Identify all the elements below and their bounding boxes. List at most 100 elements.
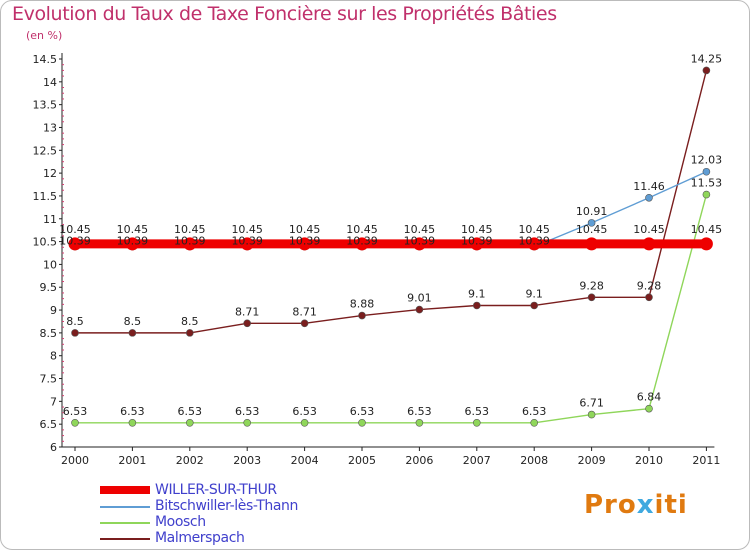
data-point-malmerspach xyxy=(243,319,251,328)
data-point-bitschwiller xyxy=(702,167,711,176)
data-point-moosch xyxy=(415,419,424,427)
series-line-moosch xyxy=(75,194,708,424)
logo-text-b: iti xyxy=(654,490,688,520)
data-label-bitschwiller: 12.03 xyxy=(691,154,723,167)
data-point-moosch xyxy=(243,419,251,427)
data-point-willer xyxy=(125,237,139,251)
chart-title: Evolution du Taux de Taxe Foncière sur l… xyxy=(12,3,557,25)
logo-text-x: x xyxy=(636,490,655,520)
line-chart: 6 6.5 7 7.5 8 8.5 9 9.5 10 10.5 11 11.5 12 12.5 13 13.5… xyxy=(33,52,723,467)
legend: WILLER-SUR-THUR Bitschwiller-lès-Thann M… xyxy=(100,482,380,546)
x-tick-label: 2003 xyxy=(233,454,261,467)
data-label-bitschwiller: 10.39 xyxy=(404,235,436,248)
data-point-malmerspach xyxy=(472,301,481,310)
x-tick-label: 2009 xyxy=(578,454,606,467)
y-tick-label: 6.5 xyxy=(40,418,58,431)
data-label-malmerspach: 8.5 xyxy=(181,315,199,328)
data-point-malmerspach xyxy=(415,305,424,314)
y-tick-label: 13.5 xyxy=(33,99,58,112)
data-label-moosch: 6.71 xyxy=(579,397,604,410)
data-point-willer xyxy=(585,237,599,251)
data-label-willer: 10.45 xyxy=(117,223,149,236)
x-tick-label: 2004 xyxy=(291,454,319,467)
data-label-malmerspach: 8.88 xyxy=(350,298,375,311)
data-point-willer xyxy=(68,237,82,251)
legend-label-moosch: Moosch xyxy=(155,514,206,530)
data-label-malmerspach: 9.1 xyxy=(468,287,486,300)
data-label-willer: 10.45 xyxy=(289,223,321,236)
y-tick-label: 11.5 xyxy=(33,190,58,203)
data-label-moosch: 6.53 xyxy=(465,405,490,418)
data-label-bitschwiller: 10.39 xyxy=(518,235,550,248)
series-line-bitschwiller xyxy=(75,171,707,248)
data-point-moosch xyxy=(186,419,194,427)
data-label-malmerspach: 9.28 xyxy=(579,279,604,292)
logo-text-a: Pro xyxy=(584,490,637,520)
y-tick-label: 9.5 xyxy=(40,281,58,294)
legend-item-willer: WILLER-SUR-THUR xyxy=(100,482,380,498)
data-label-malmerspach: 14.25 xyxy=(691,52,723,65)
data-label-moosch: 6.53 xyxy=(522,405,547,418)
data-label-willer: 10.45 xyxy=(461,223,493,236)
data-label-malmerspach: 8.71 xyxy=(292,305,317,318)
data-point-willer xyxy=(355,237,369,251)
x-tick-label: 2008 xyxy=(520,454,548,467)
x-tick-label: 2001 xyxy=(118,454,146,467)
data-label-bitschwiller: 10.39 xyxy=(289,235,321,248)
x-tick-label: 2011 xyxy=(692,454,720,467)
y-tick-label: 6 xyxy=(50,441,57,454)
data-label-willer: 10.45 xyxy=(404,223,436,236)
data-label-moosch: 11.53 xyxy=(691,177,723,190)
y-tick-label: 8 xyxy=(50,350,57,363)
data-label-willer: 10.45 xyxy=(691,223,723,236)
y-tick-label: 12.5 xyxy=(33,144,58,157)
y-tick-label: 10 xyxy=(43,258,57,271)
x-tick-label: 2007 xyxy=(463,454,491,467)
data-label-bitschwiller: 10.39 xyxy=(461,235,493,248)
data-point-willer xyxy=(642,237,656,251)
data-point-willer xyxy=(412,237,426,251)
y-tick-label: 7.5 xyxy=(40,373,58,386)
legend-swatch-bitschwiller xyxy=(100,506,150,508)
data-point-willer xyxy=(298,237,312,251)
y-tick-label: 12 xyxy=(43,167,57,180)
data-label-malmerspach: 8.5 xyxy=(66,315,84,328)
data-point-willer xyxy=(240,237,254,251)
data-label-malmerspach: 9.28 xyxy=(637,279,662,292)
x-tick-label: 2000 xyxy=(61,454,89,467)
data-label-bitschwiller: 10.39 xyxy=(174,235,206,248)
data-point-malmerspach xyxy=(186,329,194,337)
data-label-moosch: 6.53 xyxy=(178,405,203,418)
data-label-malmerspach: 8.71 xyxy=(235,305,260,318)
y-tick-label: 8.5 xyxy=(40,327,58,340)
data-label-malmerspach: 9.01 xyxy=(407,292,432,305)
data-point-moosch xyxy=(300,419,309,427)
data-label-willer: 10.45 xyxy=(231,223,263,236)
data-point-malmerspach xyxy=(358,311,366,320)
legend-swatch-moosch xyxy=(100,522,150,524)
data-label-moosch: 6.84 xyxy=(637,391,662,404)
data-label-willer: 10.45 xyxy=(59,223,91,236)
x-tick-label: 2010 xyxy=(635,454,663,467)
data-point-malmerspach xyxy=(300,319,309,328)
legend-swatch-malmerspach xyxy=(100,538,150,540)
legend-label-malmerspach: Malmerspach xyxy=(155,530,245,546)
data-point-bitschwiller xyxy=(587,219,596,227)
data-point-malmerspach xyxy=(128,329,137,337)
legend-label-bitschwiller: Bitschwiller-lès-Thann xyxy=(155,498,299,514)
data-label-moosch: 6.53 xyxy=(350,405,375,418)
legend-item-malmerspach: Malmerspach xyxy=(100,530,380,546)
y-tick-label: 13 xyxy=(43,121,57,134)
data-point-moosch xyxy=(530,419,539,427)
data-point-willer xyxy=(470,237,484,251)
data-point-malmerspach xyxy=(645,293,653,302)
y-tick-label: 9 xyxy=(50,304,57,317)
data-point-moosch xyxy=(702,190,711,199)
data-point-malmerspach xyxy=(71,329,79,337)
data-label-bitschwiller: 10.39 xyxy=(346,235,378,248)
data-label-moosch: 6.53 xyxy=(407,405,432,418)
data-label-willer: 10.45 xyxy=(576,223,608,236)
x-tick-label: 2002 xyxy=(176,454,204,467)
data-point-moosch xyxy=(645,404,653,413)
